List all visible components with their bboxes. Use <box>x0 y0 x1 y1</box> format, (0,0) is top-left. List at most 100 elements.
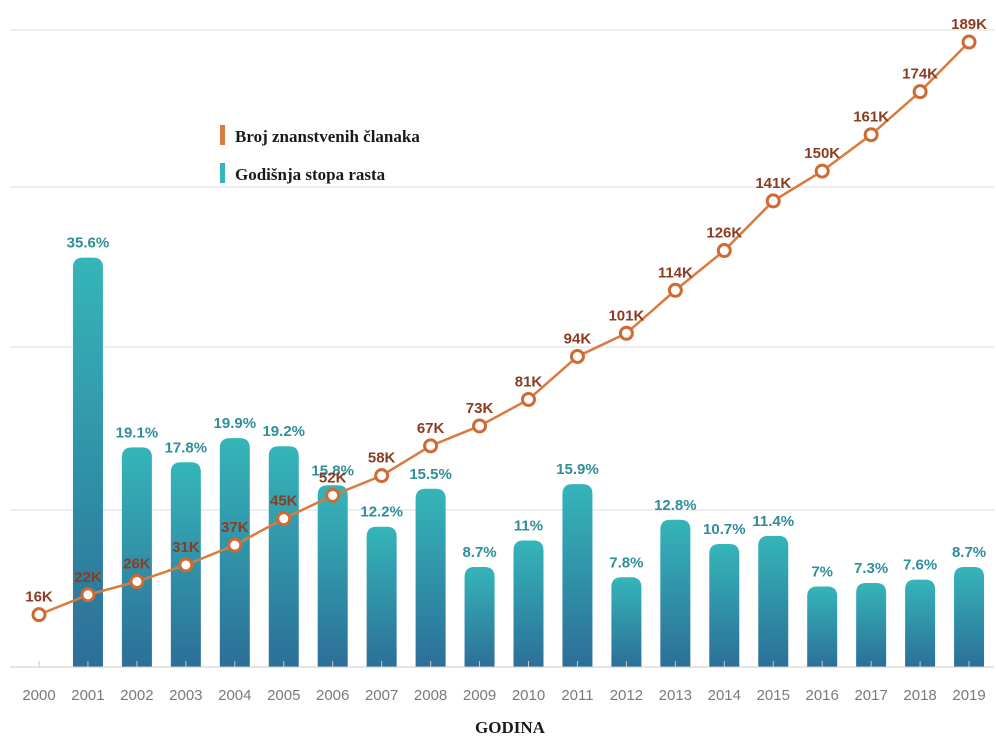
bar <box>905 579 936 667</box>
bar <box>758 535 789 667</box>
line-point <box>521 391 536 407</box>
bar-value-label: 15.9% <box>556 461 599 478</box>
line-point <box>961 34 977 50</box>
line-value-label: 114K <box>658 264 693 281</box>
x-tick-label: 2006 <box>316 687 349 704</box>
line-point <box>31 607 47 623</box>
line-point <box>276 511 292 527</box>
x-tick-label: 2015 <box>757 687 790 704</box>
line-value-label: 22K <box>74 569 102 586</box>
line-value-label: 174K <box>902 66 938 83</box>
line-value-label: 52K <box>319 469 347 486</box>
x-axis-ticks: 2000 2001 2002 2003 2004 2005 2006 2007 2008 2009… <box>22 661 986 704</box>
bar-value-label: 35.6% <box>67 235 110 252</box>
bar-value-label: 15.8% <box>311 462 354 479</box>
line-point <box>618 325 634 341</box>
bar <box>954 566 985 667</box>
x-tick-label: 2000 <box>22 687 55 704</box>
legend-swatch-growth <box>220 163 225 183</box>
bar-value-label: 7% <box>811 564 833 581</box>
line-value-label: 58K <box>368 450 396 467</box>
bar-value-label: 8.7% <box>462 544 496 561</box>
line-value-label: 45K <box>270 493 298 510</box>
x-tick-label: 2011 <box>561 687 593 704</box>
line-point <box>325 487 341 503</box>
legend: Broj znanstvenih članaka Godišnja stopa … <box>220 125 420 184</box>
bar-value-label: 10.7% <box>703 521 746 538</box>
legend-label-growth: Godišnja stopa rasta <box>235 165 386 184</box>
line-point <box>129 574 145 590</box>
line-value-label: 126K <box>706 225 742 242</box>
bar-value-label: 19.9% <box>214 415 257 432</box>
x-tick-label: 2012 <box>610 687 643 704</box>
x-tick-label: 2008 <box>414 687 447 704</box>
line-path <box>38 41 970 616</box>
line-point <box>912 84 928 100</box>
bar-value-label: 7.3% <box>854 560 888 577</box>
x-tick-label: 2018 <box>903 687 936 704</box>
bar <box>121 447 152 667</box>
x-tick-label: 2019 <box>952 687 985 704</box>
line-point <box>374 468 390 484</box>
line-value-label: 73K <box>466 400 494 417</box>
line-value-label: 141K <box>755 175 791 192</box>
bar-series: 35.6% 19.1% 17.8% 19.9% 19.2% 15.8% 12.2% 15.5%… <box>67 235 986 667</box>
line-point <box>716 243 732 259</box>
bar-value-label: 7.8% <box>609 554 643 571</box>
x-tick-label: 2016 <box>806 687 839 704</box>
line-point <box>569 348 585 364</box>
bar-value-label: 12.8% <box>654 497 697 514</box>
x-tick-label: 2014 <box>708 687 741 704</box>
line-point <box>423 438 439 454</box>
bar <box>513 540 544 667</box>
bar <box>72 257 103 667</box>
line-value-label: 150K <box>804 145 840 162</box>
legend-swatch-articles <box>220 125 225 145</box>
bar-value-label: 17.8% <box>165 439 208 456</box>
line-value-label: 161K <box>853 109 889 126</box>
line-point <box>80 587 96 603</box>
line-point <box>472 418 488 434</box>
line-value-label: 101K <box>608 307 644 324</box>
x-tick-label: 2002 <box>120 687 153 704</box>
line-point <box>765 193 781 209</box>
line-value-label: 26K <box>123 556 151 573</box>
bar <box>660 519 691 667</box>
x-tick-label: 2017 <box>854 687 887 704</box>
bar-value-label: 11.4% <box>752 513 794 530</box>
line-value-label: 67K <box>417 420 445 437</box>
line-series: 16K 22K 26K 31K 37K 45K 52K 58K 67K 73K 81K 94K 101K… <box>25 16 987 623</box>
bar-value-label: 7.6% <box>903 557 937 574</box>
bar <box>317 485 348 667</box>
bar <box>464 566 495 667</box>
bar <box>807 586 838 667</box>
bar <box>709 543 740 667</box>
bar <box>366 526 397 667</box>
bar <box>415 488 446 667</box>
line-value-label: 37K <box>221 519 249 536</box>
x-tick-label: 2004 <box>218 687 251 704</box>
line-value-label: 94K <box>564 330 592 347</box>
x-tick-label: 2001 <box>71 687 104 704</box>
line-value-label: 31K <box>172 539 200 556</box>
x-tick-label: 2007 <box>365 687 398 704</box>
bar <box>562 484 593 667</box>
line-point <box>667 282 683 298</box>
line-point <box>814 163 830 179</box>
line-point <box>227 537 243 553</box>
x-tick-label: 2010 <box>512 687 545 704</box>
legend-label-articles: Broj znanstvenih članaka <box>235 127 420 146</box>
line-value-label: 189K <box>951 16 987 33</box>
bar-value-label: 15.5% <box>409 466 452 483</box>
bar-value-label: 12.2% <box>360 504 403 521</box>
line-value-label: 81K <box>515 373 543 390</box>
line-value-label: 16K <box>25 589 53 606</box>
x-tick-label: 2005 <box>267 687 300 704</box>
x-tick-label: 2009 <box>463 687 496 704</box>
bar-value-label: 8.7% <box>952 544 986 561</box>
x-tick-label: 2003 <box>169 687 202 704</box>
bar-value-label: 19.1% <box>116 424 159 441</box>
line-point <box>178 557 194 573</box>
bar <box>268 446 299 667</box>
